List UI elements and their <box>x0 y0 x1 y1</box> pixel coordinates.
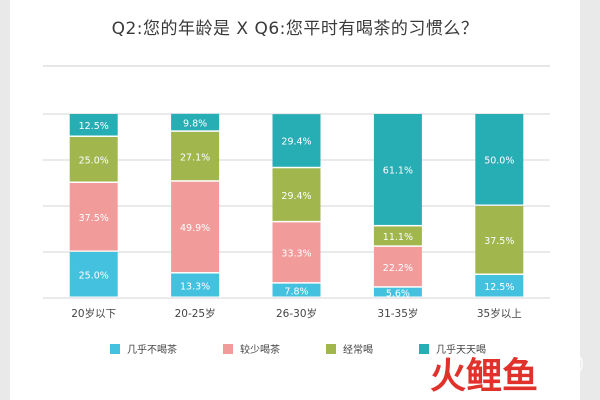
bar-segment <box>272 168 321 221</box>
bar-segment <box>373 246 422 287</box>
bar-segment <box>69 183 118 251</box>
bar-segment <box>272 283 321 297</box>
bar-segment <box>373 114 422 225</box>
legend-swatch <box>326 343 336 354</box>
x-tick-label: 20岁以下 <box>71 307 116 320</box>
bar-segment <box>171 273 220 297</box>
data-label: 5.6% <box>386 288 410 299</box>
data-label: 29.4% <box>281 191 311 202</box>
bar-segment <box>475 275 524 297</box>
x-tick-label: 20-25岁 <box>175 307 216 320</box>
data-label: 29.4% <box>281 137 311 148</box>
chart-title: Q2:您的年龄是 X Q6:您平时有喝茶的习惯么？ <box>111 19 479 39</box>
data-label: 7.8% <box>284 286 308 297</box>
data-label: 50.0% <box>484 156 514 167</box>
x-tick-label: 35岁以上 <box>477 307 522 320</box>
legend-item: 经常喝 <box>326 341 373 356</box>
legend-label: 较少喝茶 <box>240 345 280 356</box>
watermark-text: 火鲤鱼 <box>430 356 538 396</box>
legend-swatch <box>110 343 120 354</box>
data-label: 13.3% <box>180 281 210 292</box>
data-label: 49.9% <box>180 223 210 234</box>
chart-card: Q2:您的年龄是 X Q6:您平时有喝茶的习惯么？ 25.0% 37.5% 25.0… <box>10 0 580 400</box>
bar-segment <box>272 222 321 283</box>
legend-label: 几乎不喝茶 <box>127 345 177 356</box>
legend-item: 较少喝茶 <box>223 341 280 356</box>
bar-segment <box>69 114 118 136</box>
data-label: 22.2% <box>383 263 413 274</box>
data-label: 25.0% <box>79 271 109 282</box>
data-label: 33.3% <box>281 249 311 260</box>
data-label: 61.1% <box>383 166 413 177</box>
legend-label: 几乎天天喝 <box>436 345 486 356</box>
bar-segment <box>373 287 422 297</box>
data-label: 9.8% <box>183 118 207 129</box>
bar-segment <box>373 226 422 246</box>
bar-segment <box>171 181 220 273</box>
bar-segment <box>475 114 524 205</box>
data-label: 12.5% <box>79 121 109 132</box>
x-tick-label: 31-35岁 <box>377 307 418 320</box>
legend-item: 几乎不喝茶 <box>110 341 177 356</box>
bar-segment <box>171 131 220 181</box>
x-tick-label: 26-30岁 <box>276 307 317 320</box>
data-label: 37.5% <box>484 236 514 247</box>
bar-segment <box>69 137 118 182</box>
legend-label: 经常喝 <box>343 345 373 356</box>
bar-segment <box>171 113 220 131</box>
bar-segment <box>69 252 118 297</box>
data-label: 12.5% <box>484 282 514 293</box>
data-label: 11.1% <box>383 232 413 243</box>
legend: 几乎不喝茶 较少喝茶 经常喝 几乎天天喝 <box>110 341 530 356</box>
stacked-bar-chart: 25.0% 37.5% 25.0% 12.5% 20岁以下 13.3% 49.9% 27.1%… <box>43 65 550 320</box>
bar-segment <box>272 114 321 167</box>
legend-swatch <box>419 343 429 354</box>
watermark-logo: 火鲤鱼 <box>430 336 583 396</box>
data-label: 37.5% <box>79 213 109 224</box>
bar-segment <box>475 206 524 274</box>
legend-item: 几乎天天喝 <box>419 341 486 356</box>
data-label: 25.0% <box>79 156 109 167</box>
data-label: 27.1% <box>180 152 210 163</box>
legend-swatch <box>223 343 233 354</box>
